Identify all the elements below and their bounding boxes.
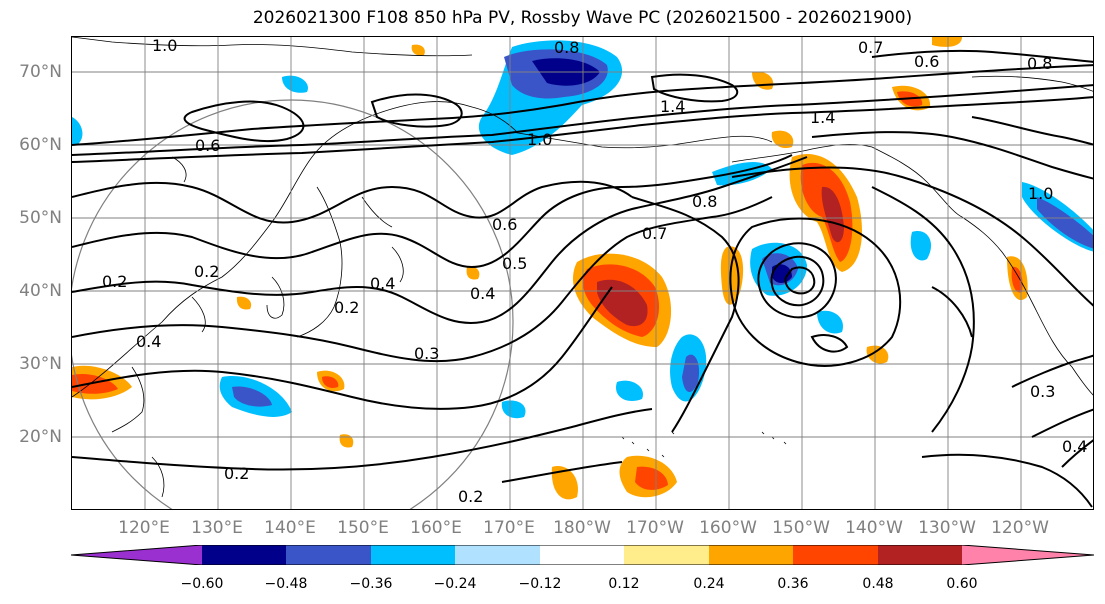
contour-label: 1.0 [1028, 184, 1053, 203]
lon-label: 120°W [991, 518, 1049, 538]
contour-label: 0.8 [1027, 54, 1052, 73]
contour-label: 0.4 [470, 284, 495, 303]
lat-label: 30°N [19, 354, 62, 374]
lat-label: 40°N [19, 281, 62, 301]
contour-label: 0.5 [502, 254, 527, 273]
contour-label: 0.2 [334, 298, 359, 317]
contour-labels: 1.0 0.8 0.7 0.6 0.8 1.4 1.4 1.0 0.6 0.2 … [102, 37, 1087, 506]
lon-label: 120°E [118, 518, 170, 538]
colorbar-tick: −0.12 [518, 576, 562, 592]
lon-label: 180°W [553, 518, 611, 538]
colorbar-bin [709, 545, 794, 565]
contour-label: 0.3 [414, 344, 439, 363]
lon-label: 130°E [191, 518, 243, 538]
colorbar-tick: −0.24 [433, 576, 477, 592]
contour-label: 1.4 [660, 97, 685, 116]
colorbar-tick: −0.36 [349, 576, 393, 592]
colorbar-bin [286, 545, 371, 565]
contour-label: 1.0 [527, 130, 552, 149]
contour-label: 0.3 [1030, 382, 1055, 401]
lon-label: 140°E [264, 518, 316, 538]
lon-label: 170°W [626, 518, 684, 538]
colorbar-bin [455, 545, 540, 565]
contour-label: 0.4 [136, 332, 161, 351]
colorbar-extend-high [962, 545, 1094, 565]
colorbar-tick: 0.60 [946, 576, 978, 592]
lon-label: 170°E [483, 518, 535, 538]
colorbar-bin [202, 545, 287, 565]
lon-label: 160°E [410, 518, 462, 538]
pv-contours [72, 49, 1093, 508]
lon-label: 140°W [845, 518, 903, 538]
colorbar-bin [793, 545, 878, 565]
map-title: 2026021300 F108 850 hPa PV, Rossby Wave … [252, 8, 913, 28]
colorbar-tick: 0.48 [862, 576, 894, 592]
lon-label: 160°W [699, 518, 757, 538]
graticule [72, 37, 1093, 509]
contour-label: 1.4 [810, 108, 835, 127]
colorbar [71, 545, 1094, 565]
lon-label: 150°E [337, 518, 389, 538]
reference-circle [72, 99, 514, 509]
contour-label: 0.2 [194, 262, 219, 281]
contour-label: 1.0 [152, 37, 177, 55]
colorbar-bin [624, 545, 709, 565]
contour-label: 0.2 [224, 464, 249, 483]
contour-label: 0.4 [1062, 437, 1087, 456]
contour-label: 0.4 [370, 274, 395, 293]
contour-label: 0.8 [554, 38, 579, 57]
colorbar-bin [540, 545, 625, 565]
lat-label: 70°N [19, 62, 62, 82]
map-panel: 1.0 0.8 0.7 0.6 0.8 1.4 1.4 1.0 0.6 0.2 … [71, 36, 1094, 510]
contour-label: 0.7 [642, 224, 667, 243]
lat-label: 50°N [19, 208, 62, 228]
colorbar-extend-low [71, 545, 202, 565]
coastlines [72, 37, 1093, 498]
contour-label: 0.6 [492, 215, 517, 234]
map-canvas: 1.0 0.8 0.7 0.6 0.8 1.4 1.4 1.0 0.6 0.2 … [72, 37, 1093, 509]
colorbar-tick: −0.48 [264, 576, 308, 592]
contour-label: 0.6 [195, 136, 220, 155]
colorbar-tick: 0.24 [693, 576, 725, 592]
contour-label: 0.2 [458, 487, 483, 506]
colorbar-tick: 0.12 [608, 576, 640, 592]
contour-label: 0.2 [102, 272, 127, 291]
contour-label: 0.6 [914, 52, 939, 71]
colorbar-bin [371, 545, 456, 565]
contour-label: 0.7 [858, 38, 883, 57]
lon-label: 150°W [772, 518, 830, 538]
colorbar-tick: 0.36 [777, 576, 809, 592]
contour-label: 0.8 [692, 192, 717, 211]
lon-label: 130°W [918, 518, 976, 538]
colorbar-bin [878, 545, 963, 565]
lat-label: 20°N [19, 427, 62, 447]
colorbar-tick: −0.60 [180, 576, 224, 592]
lat-label: 60°N [19, 135, 62, 155]
